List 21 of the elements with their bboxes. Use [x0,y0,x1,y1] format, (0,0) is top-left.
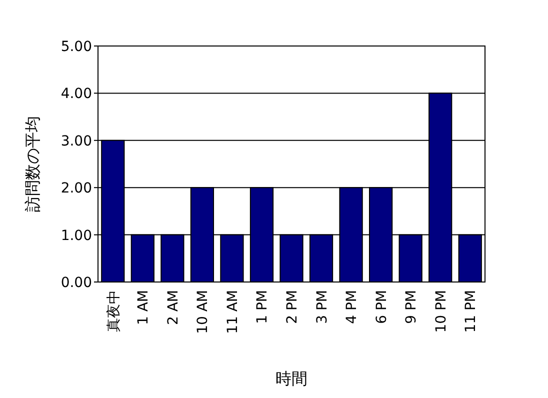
x-tick-label: 6 PM [374,290,390,324]
y-tick-label: 4.00 [60,86,92,102]
y-tick-label: 2.00 [60,180,92,197]
x-tick-label: 1 AM [136,290,152,326]
x-tick-label: 11 AM [224,290,241,334]
y-tick-label: 1.00 [60,228,92,244]
y-tick-label: 5.00 [60,39,92,55]
x-tick-label: 2 PM [284,290,300,324]
x-tick-label: 10 PM [433,290,450,333]
x-tick-label: 2 AM [165,290,182,326]
x-tick-label: 4 PM [344,290,360,324]
y-tick-label: 0.00 [60,275,92,291]
x-tick-label: 11 PM [463,290,480,333]
x-tick-label: 9 PM [404,290,420,324]
x-tick-label: 1 PM [254,290,271,324]
y-axis-title: 訪問数の平均 [23,116,42,212]
x-tick-label: 10 AM [195,290,212,334]
y-tick-label: 3.00 [60,133,92,150]
x-tick-label: 真夜中 [106,290,122,332]
x-tick-label: 3 PM [314,290,330,324]
x-axis-title: 時間 [276,369,308,388]
